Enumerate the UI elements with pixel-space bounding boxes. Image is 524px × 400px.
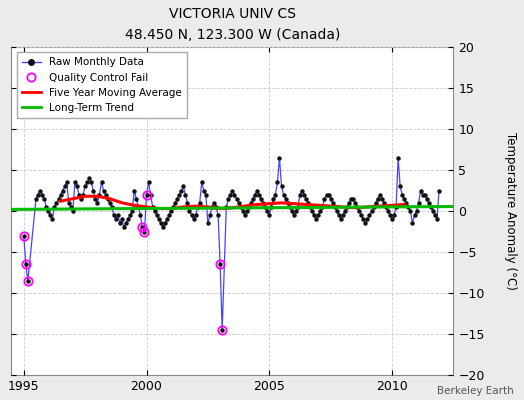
- Legend: Raw Monthly Data, Quality Control Fail, Five Year Moving Average, Long-Term Tren: Raw Monthly Data, Quality Control Fail, …: [17, 52, 187, 118]
- Text: Berkeley Earth: Berkeley Earth: [437, 386, 514, 396]
- Title: VICTORIA UNIV CS
48.450 N, 123.300 W (Canada): VICTORIA UNIV CS 48.450 N, 123.300 W (Ca…: [125, 7, 340, 42]
- Y-axis label: Temperature Anomaly (°C): Temperature Anomaly (°C): [504, 132, 517, 290]
